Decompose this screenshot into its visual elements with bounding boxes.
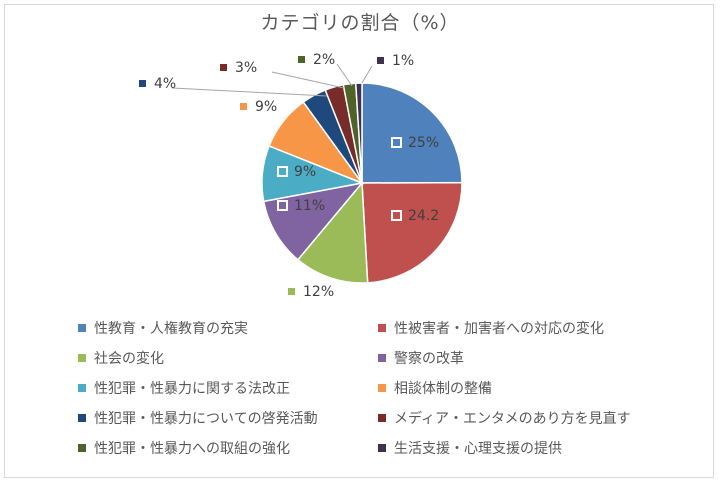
legend-swatch (78, 414, 86, 422)
legend-swatch (378, 444, 386, 452)
data-label-text: 11% (294, 198, 325, 214)
legend-label: 性犯罪・性暴力に関する法改正 (94, 381, 290, 397)
legend-item: 性犯罪・性暴力についての啓発活動 (78, 408, 378, 428)
legend-item: 性被害者・加害者への対応の変化 (378, 318, 658, 338)
legend-swatch (78, 354, 86, 362)
data-label-text: 3% (235, 60, 257, 76)
data-label-text: 1% (392, 53, 414, 69)
legend-label: 性犯罪・性暴力への取組の強化 (94, 441, 290, 457)
data-label: 2% (298, 52, 335, 68)
data-label-key (240, 103, 247, 110)
legend-label: メディア・エンタメのあり方を見直す (394, 411, 631, 427)
data-label-key (391, 210, 402, 221)
legend-swatch (378, 324, 386, 332)
data-label: 1% (377, 53, 414, 69)
leader-line (271, 71, 345, 89)
data-label-key (298, 56, 305, 63)
legend-item: 性犯罪・性暴力への取組の強化 (78, 438, 378, 458)
data-label-key (220, 64, 227, 71)
data-label: 11% (277, 198, 325, 214)
legend-swatch (378, 384, 386, 392)
data-label-key (391, 137, 402, 148)
legend-item: メディア・エンタメのあり方を見直す (378, 408, 658, 428)
leader-line (171, 87, 328, 97)
legend-label: 社会の変化 (94, 351, 164, 367)
legend-label: 性教育・人権教育の充実 (94, 321, 248, 337)
data-label-key (377, 57, 384, 64)
legend-swatch (378, 414, 386, 422)
data-label-text: 24.2 (408, 208, 439, 224)
legend-label: 性被害者・加害者への対応の変化 (394, 321, 604, 337)
data-label-key (139, 80, 146, 87)
legend-swatch (378, 354, 386, 362)
data-label: 9% (277, 164, 316, 180)
pie-slice (361, 82, 463, 184)
legend-item: 相談体制の整備 (378, 378, 658, 398)
pie-slice (296, 181, 369, 284)
legend-item: 社会の変化 (78, 348, 378, 368)
legend-label: 生活支援・心理支援の提供 (394, 441, 562, 457)
leader-line (336, 63, 353, 87)
leader-line (361, 65, 373, 84)
pie-slice (262, 181, 364, 261)
legend-swatch (78, 324, 86, 332)
data-label-key (288, 288, 295, 295)
data-label-key (277, 200, 288, 211)
legend-label: 性犯罪・性暴力についての啓発活動 (94, 411, 318, 427)
legend-swatch (78, 444, 86, 452)
data-label: 3% (220, 60, 257, 76)
data-label-text: 12% (303, 284, 334, 300)
legend-item: 生活支援・心理支援の提供 (378, 438, 658, 458)
legend-item: 警察の改革 (378, 348, 658, 368)
chart-legend: 性教育・人権教育の充実 性被害者・加害者への対応の変化社会の変化 警察の改革性犯罪・… (78, 318, 658, 458)
legend-item: 性犯罪・性暴力に関する法改正 (78, 378, 378, 398)
legend-label: 警察の改革 (394, 351, 464, 367)
pie-slice (361, 181, 463, 284)
data-label-text: 2% (313, 52, 335, 68)
data-label: 25% (391, 135, 439, 151)
data-label: 4% (139, 76, 176, 92)
pie-slice (354, 82, 363, 184)
data-label: 24.2 (391, 208, 439, 224)
data-label-text: 4% (154, 76, 176, 92)
legend-item: 性教育・人権教育の充実 (78, 318, 378, 338)
legend-label: 相談体制の整備 (394, 381, 492, 397)
chart-title: カテゴリの割合（%） (260, 12, 460, 34)
data-label-key (277, 166, 288, 177)
data-label-text: 25% (408, 135, 439, 151)
data-label-text: 9% (294, 164, 316, 180)
data-label: 12% (288, 284, 334, 300)
data-label-text: 9% (255, 99, 277, 115)
data-label: 9% (240, 99, 277, 115)
legend-swatch (78, 384, 86, 392)
